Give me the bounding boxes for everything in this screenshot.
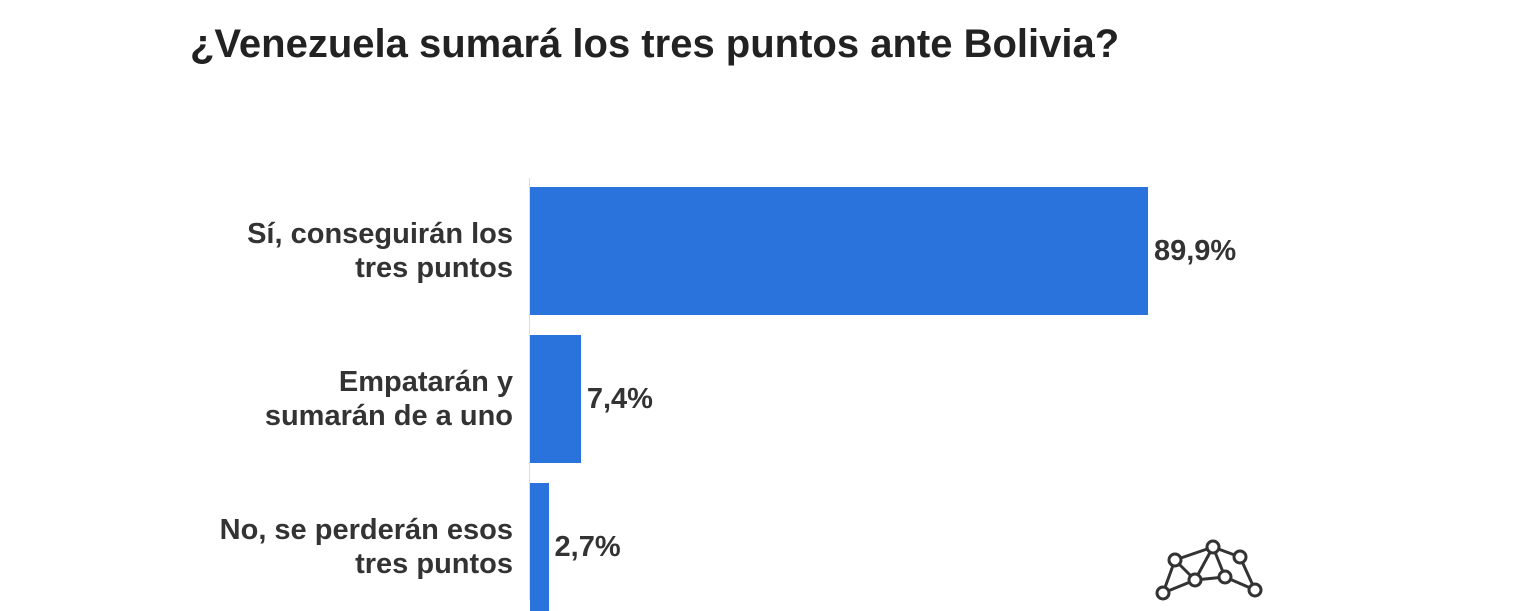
bar: [530, 483, 549, 611]
value-label: 89,9%: [1153, 234, 1237, 267]
logo: [1155, 539, 1263, 601]
value-label: 2,7%: [554, 530, 621, 563]
category-label: Sí, conseguirán los tres puntos: [247, 218, 513, 284]
category-label: No, se perderán esos tres puntos: [219, 514, 513, 580]
category-label: Empatarán y sumarán de a uno: [264, 366, 513, 432]
bar: [530, 335, 581, 463]
bar: [530, 187, 1148, 315]
chart-title: ¿Venezuela sumará los tres puntos ante B…: [190, 22, 1120, 66]
axis-line: [529, 178, 530, 600]
value-label: 7,4%: [586, 382, 653, 415]
